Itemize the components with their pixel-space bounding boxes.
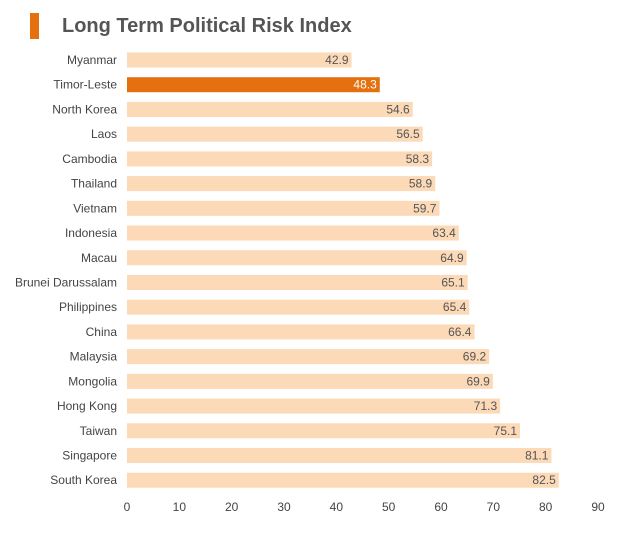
- category-label: Singapore: [62, 449, 117, 463]
- category-label: Vietnam: [73, 201, 117, 215]
- value-label: 65.1: [441, 275, 465, 289]
- bar: [127, 274, 468, 290]
- value-label: 66.4: [448, 325, 472, 339]
- x-tick-label: 20: [225, 500, 239, 514]
- x-tick-label: 10: [173, 500, 187, 514]
- category-label: Taiwan: [80, 424, 117, 438]
- chart-title: Long Term Political Risk Index: [62, 15, 352, 37]
- category-label: Brunei Darussalam: [15, 275, 117, 289]
- bar: [127, 225, 459, 241]
- x-tick-label: 50: [382, 500, 396, 514]
- bar: [127, 448, 552, 464]
- bar: [127, 349, 490, 365]
- x-tick-label: 0: [124, 500, 131, 514]
- value-label: 75.1: [494, 424, 518, 438]
- category-label: Mongolia: [68, 374, 117, 388]
- bar: [127, 176, 436, 192]
- category-label: Myanmar: [67, 53, 117, 67]
- value-label: 69.9: [466, 374, 490, 388]
- value-label: 58.3: [406, 152, 430, 166]
- category-label: South Korea: [50, 473, 117, 487]
- category-label: Philippines: [59, 300, 117, 314]
- value-label: 58.9: [409, 177, 433, 191]
- bar: [127, 126, 423, 142]
- bar-highlight: [127, 77, 380, 93]
- value-label: 71.3: [474, 399, 498, 413]
- title-accent-bar: [30, 13, 39, 39]
- category-label: Timor-Leste: [53, 78, 117, 92]
- category-label: Malaysia: [70, 350, 118, 364]
- category-label: North Korea: [52, 102, 117, 116]
- x-tick-label: 30: [277, 500, 291, 514]
- category-label: Laos: [91, 127, 117, 141]
- value-label: 56.5: [396, 127, 420, 141]
- bar: [127, 101, 413, 117]
- x-tick-label: 70: [487, 500, 501, 514]
- bar: [127, 299, 470, 315]
- bar: [127, 200, 440, 216]
- value-label: 69.2: [463, 350, 487, 364]
- bar: [127, 250, 467, 266]
- x-tick-label: 80: [539, 500, 553, 514]
- value-label: 63.4: [432, 226, 456, 240]
- category-label: China: [86, 325, 118, 339]
- value-label: 48.3: [353, 78, 377, 92]
- bar: [127, 398, 501, 414]
- category-label: Thailand: [71, 177, 117, 191]
- category-label: Hong Kong: [57, 399, 117, 413]
- value-label: 65.4: [443, 300, 467, 314]
- bar: [127, 423, 521, 439]
- x-tick-label: 40: [330, 500, 344, 514]
- value-label: 59.7: [413, 201, 437, 215]
- category-label: Cambodia: [62, 152, 117, 166]
- value-label: 42.9: [325, 53, 349, 67]
- bar: [127, 324, 475, 340]
- value-label: 82.5: [532, 473, 556, 487]
- value-label: 64.9: [440, 251, 464, 265]
- bar: [127, 151, 433, 167]
- value-label: 54.6: [386, 102, 410, 116]
- bar: [127, 52, 352, 68]
- x-tick-label: 90: [591, 500, 605, 514]
- category-label: Macau: [81, 251, 117, 265]
- category-label: Indonesia: [65, 226, 117, 240]
- x-tick-label: 60: [434, 500, 448, 514]
- bar: [127, 373, 493, 389]
- value-label: 81.1: [525, 449, 549, 463]
- bar: [127, 472, 559, 488]
